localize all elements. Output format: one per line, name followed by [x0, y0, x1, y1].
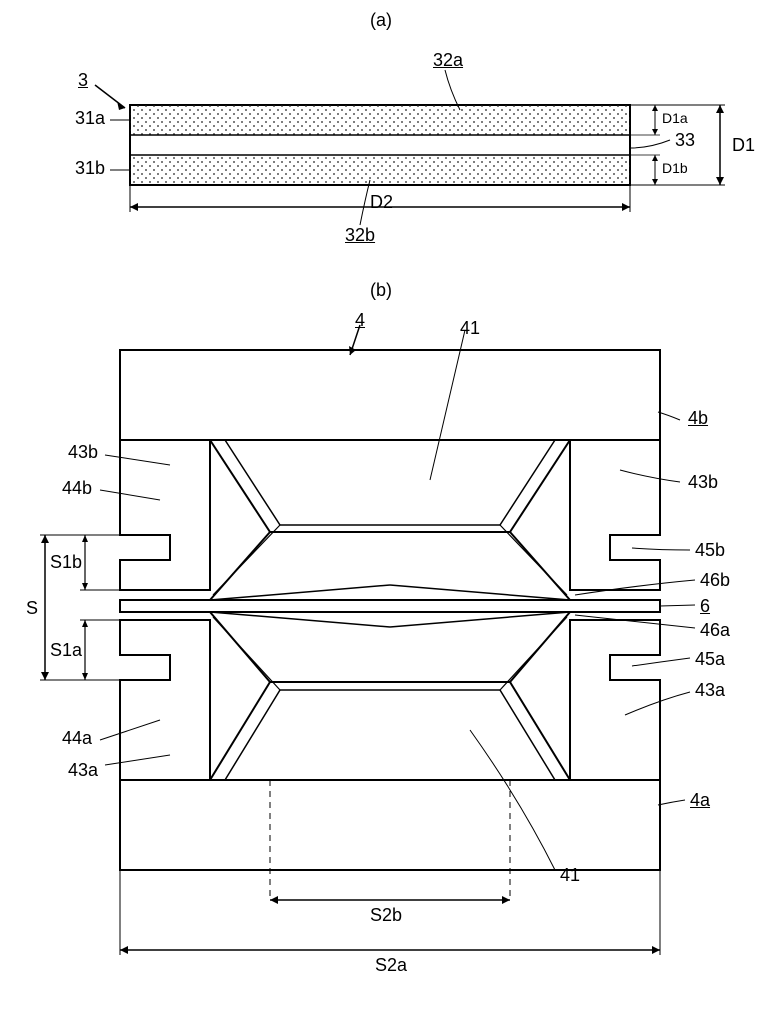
label-41-bot: 41	[560, 865, 580, 886]
label-D1a: D1a	[662, 110, 688, 126]
label-43b-l: 43b	[68, 442, 98, 463]
label-S2a: S2a	[375, 955, 407, 976]
label-6: 6	[700, 596, 710, 617]
page-root: (a) 3 31a 31b 32a 32b 33 D1 D1a D1b D2 (…	[0, 0, 772, 1000]
label-S1a: S1a	[50, 640, 82, 661]
label-31b: 31b	[75, 158, 105, 179]
label-31a: 31a	[75, 108, 105, 129]
label-3: 3	[78, 70, 88, 91]
label-4b: 4b	[688, 408, 708, 429]
label-32b: 32b	[345, 225, 375, 246]
label-45a: 45a	[695, 649, 725, 670]
label-46a: 46a	[700, 620, 730, 641]
label-44b: 44b	[62, 478, 92, 499]
label-44a: 44a	[62, 728, 92, 749]
label-32a: 32a	[433, 50, 463, 71]
label-43a-r: 43a	[695, 680, 725, 701]
label-33: 33	[675, 130, 695, 151]
label-D1: D1	[732, 135, 755, 156]
label-46b: 46b	[700, 570, 730, 591]
label-S2b: S2b	[370, 905, 402, 926]
label-D2: D2	[370, 192, 393, 213]
label-45b: 45b	[695, 540, 725, 561]
label-43a-l: 43a	[68, 760, 98, 781]
fig-b-title: (b)	[370, 280, 392, 301]
label-4a: 4a	[690, 790, 710, 811]
label-41-top: 41	[460, 318, 480, 339]
label-D1b: D1b	[662, 160, 688, 176]
label-43b-r: 43b	[688, 472, 718, 493]
label-S: S	[26, 598, 38, 619]
label-S1b: S1b	[50, 552, 82, 573]
label-4: 4	[355, 310, 365, 331]
